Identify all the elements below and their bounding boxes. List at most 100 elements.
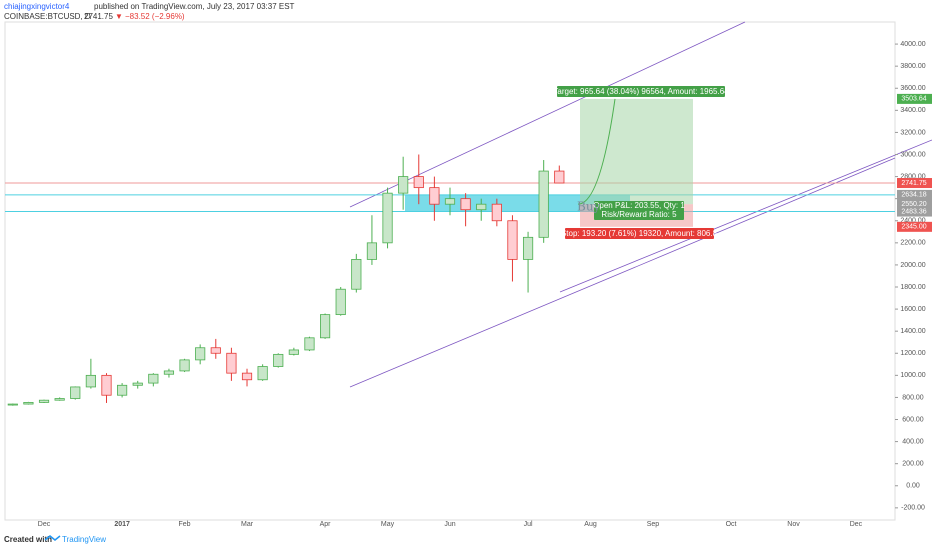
candle-body — [444, 198, 456, 205]
plot-frame — [4, 21, 896, 521]
candle-body — [23, 402, 34, 405]
x-tick-label: Apr — [320, 521, 332, 528]
profit-zone — [580, 98, 693, 205]
price-badge-label: 2634.18 — [901, 192, 926, 199]
y-tick-label: 4000.00 — [900, 41, 925, 48]
candle-body — [163, 370, 175, 375]
channel-line — [559, 139, 932, 293]
x-tick-label: Oct — [726, 521, 737, 528]
price-badge — [897, 206, 932, 217]
price-badge-label: 2483.36 — [901, 208, 926, 215]
candle-body — [398, 176, 409, 194]
y-tick-label: 200.00 — [902, 461, 924, 468]
y-tick-label: 3800.00 — [900, 63, 925, 70]
candle-body — [241, 372, 253, 381]
x-tick-label: 2017 — [114, 521, 130, 528]
y-tick-label: 3400.00 — [900, 107, 925, 114]
x-tick-label: Jul — [524, 521, 533, 528]
candle-body — [522, 236, 534, 260]
x-tick-label: Sep — [647, 521, 660, 528]
change: −83.52 (−2.96%) — [125, 12, 185, 21]
y-tick-label: 1000.00 — [900, 372, 925, 379]
y-tick-label: 3000.00 — [900, 151, 925, 158]
side-label: Buy — [577, 200, 601, 214]
y-tick-label: 1800.00 — [900, 284, 925, 291]
y-tick-label: 1200.00 — [900, 350, 925, 357]
y-tick-label: 2400.00 — [900, 218, 925, 225]
candle-body — [335, 288, 346, 316]
last-price: 2741.75 — [84, 12, 113, 21]
price-badge — [897, 178, 932, 189]
x-tick-label: Aug — [584, 521, 597, 528]
ratio-label: Risk/Reward Ratio: 5 — [601, 210, 677, 219]
channel-lower — [349, 157, 896, 388]
candle-body — [54, 398, 65, 401]
footer-brand[interactable]: TradingView — [62, 535, 106, 544]
candle-body — [273, 353, 284, 367]
target-box — [557, 86, 725, 97]
x-tick-label: Dec — [38, 521, 51, 528]
pnl-box — [594, 201, 684, 220]
candle-body — [507, 220, 518, 260]
candle-body — [179, 359, 190, 372]
price-badge-label: 2741.75 — [901, 180, 926, 187]
x-tick-label: May — [381, 521, 395, 528]
y-tick-label: 3200.00 — [900, 129, 925, 136]
y-tick-label: 1400.00 — [900, 328, 925, 335]
candle-body — [429, 187, 440, 205]
candle-body — [366, 242, 378, 260]
change-arrow: ▼ — [115, 12, 123, 21]
candle-body — [288, 349, 299, 355]
y-tick-label: -200.00 — [901, 505, 925, 512]
published: published on TradingView.com, July 23, 2… — [94, 2, 295, 11]
y-tick-label: 0.00 — [906, 483, 920, 490]
stop-box — [565, 228, 714, 239]
candle-body — [7, 403, 18, 406]
candle-body — [382, 192, 393, 244]
candle-body — [320, 314, 331, 339]
candle-body — [476, 203, 487, 211]
candle-body — [226, 352, 237, 374]
x-tick-label: Feb — [179, 521, 191, 528]
candle-body — [460, 198, 471, 211]
price-badge-label: 2550.20 — [901, 201, 926, 208]
price-badge-label: 3503.64 — [901, 96, 926, 103]
candle-body — [195, 347, 206, 361]
price-badge — [897, 199, 932, 210]
price-badge-label: 2345.00 — [901, 224, 926, 231]
candle-body — [491, 203, 502, 222]
pnl-label: Open P&L: 203.55, Qty: 1 — [593, 201, 685, 210]
candle-body — [304, 337, 315, 351]
x-tick-label: Mar — [241, 521, 254, 528]
candle-body — [85, 374, 96, 388]
candle-body — [70, 386, 81, 399]
candle-body — [351, 259, 362, 290]
y-tick-label: 2200.00 — [900, 240, 925, 247]
price-badge — [897, 221, 932, 232]
candle-body — [38, 399, 50, 403]
y-tick-label: 2000.00 — [900, 262, 925, 269]
projection — [577, 98, 616, 205]
candle-body — [210, 347, 221, 354]
target-label: Target: 965.64 (38.04%) 96564, Amount: 1… — [553, 87, 729, 96]
candle-body — [554, 170, 565, 184]
y-tick-label: 600.00 — [902, 416, 924, 423]
stop-label: Stop: 193.20 (7.61%) 19320, Amount: 806.… — [561, 229, 718, 238]
price-badge — [897, 93, 932, 104]
y-tick-label: 2800.00 — [900, 173, 925, 180]
x-tick-label: Nov — [787, 521, 800, 528]
price-badge — [897, 189, 932, 200]
y-tick-label: 1600.00 — [900, 306, 925, 313]
x-tick-label: Dec — [850, 521, 863, 528]
footer-created: Created with — [4, 535, 52, 544]
y-tick-label: 3600.00 — [900, 85, 925, 92]
y-tick-label: 800.00 — [902, 394, 924, 401]
candle-body — [132, 382, 143, 386]
logo — [44, 535, 61, 541]
candle-body — [538, 170, 549, 238]
candle-body — [117, 384, 128, 396]
candle-body — [148, 373, 159, 384]
author[interactable]: chiajingxingvictor4 — [4, 2, 70, 11]
